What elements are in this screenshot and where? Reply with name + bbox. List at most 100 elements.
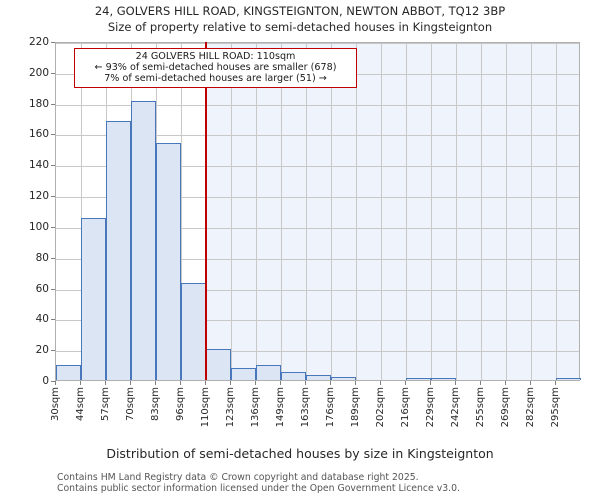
x-axis-title: Distribution of semi-detached houses by … — [106, 446, 494, 461]
plot-area — [55, 42, 581, 381]
y-axis-title: Number of semi-detached properties — [0, 155, 200, 367]
x-axis-tick-mark — [530, 381, 531, 385]
x-axis-tick-label: 163sqm — [300, 387, 311, 428]
histogram-bar — [556, 378, 581, 380]
histogram-bar — [281, 372, 306, 380]
annotation-line-1: 24 GOLVERS HILL ROAD: 110sqm — [135, 51, 296, 62]
y-axis-tick-label: 0 — [42, 375, 49, 387]
y-axis-tick-label: 220 — [28, 36, 49, 48]
gridline-vertical — [456, 43, 457, 380]
gridline-horizontal — [56, 135, 579, 137]
histogram-bar — [256, 364, 281, 380]
y-axis-tick-mark — [51, 134, 55, 136]
x-axis-tick-label: 96sqm — [175, 387, 186, 422]
x-axis-tick-label: 269sqm — [500, 387, 511, 428]
y-axis-tick-label: 40 — [35, 313, 49, 326]
x-axis-tick-label: 149sqm — [275, 387, 286, 428]
y-axis-tick-mark — [51, 103, 55, 105]
y-axis-tick-label: 160 — [28, 128, 49, 141]
gridline-vertical — [356, 43, 357, 380]
x-axis-tick-label: 295sqm — [550, 387, 561, 428]
x-axis-tick-mark — [555, 381, 556, 385]
x-axis-tick-label: 136sqm — [250, 387, 261, 428]
x-axis-tick-label: 30sqm — [50, 387, 61, 422]
x-axis-tick-mark — [155, 381, 156, 385]
x-axis-tick-label: 282sqm — [525, 387, 536, 428]
gridline-vertical — [556, 43, 557, 380]
histogram-bar — [156, 142, 181, 380]
y-axis-tick-label: 200 — [28, 66, 49, 79]
y-axis-tick-mark — [51, 196, 55, 198]
x-axis-tick-label: 83sqm — [150, 387, 161, 422]
y-axis-tick-label: 80 — [35, 251, 49, 264]
gridline-vertical — [506, 43, 507, 380]
gridline-horizontal — [56, 258, 579, 260]
histogram-bar — [81, 218, 106, 380]
x-axis-tick-label: 229sqm — [425, 387, 436, 428]
gridline-vertical — [231, 43, 232, 380]
gridline-horizontal — [56, 320, 579, 322]
histogram-bar — [131, 101, 156, 380]
y-axis-tick-mark — [51, 288, 55, 290]
histogram-bar — [206, 349, 231, 380]
property-size-marker-line — [205, 42, 207, 380]
x-axis-tick-label: 70sqm — [125, 387, 136, 422]
x-axis-tick-mark — [205, 381, 206, 385]
gridline-vertical — [256, 43, 257, 380]
histogram-bar — [181, 282, 206, 380]
gridline-vertical — [306, 43, 307, 380]
annotation-line-3: 7% of semi-detached houses are larger (5… — [104, 73, 327, 84]
y-axis-tick-mark — [51, 226, 55, 228]
x-axis-tick-label: 202sqm — [375, 387, 386, 428]
histogram-bar — [431, 378, 456, 380]
property-annotation-box: 24 GOLVERS HILL ROAD: 110sqm ← 93% of se… — [74, 48, 357, 88]
x-axis-tick-mark — [330, 381, 331, 385]
y-axis-tick-mark — [51, 42, 55, 43]
y-axis-tick-label: 180 — [28, 97, 49, 110]
page-title: 24, GOLVERS HILL ROAD, KINGSTEIGNTON, NE… — [94, 4, 506, 18]
gridline-vertical — [81, 43, 82, 380]
histogram-bar — [406, 378, 431, 380]
gridline-horizontal — [56, 227, 579, 229]
x-axis-tick-mark — [255, 381, 256, 385]
gridline-horizontal — [56, 351, 579, 353]
x-axis-tick-mark — [55, 381, 56, 385]
histogram-bar — [306, 375, 331, 380]
gridline-horizontal — [56, 197, 579, 199]
x-axis-tick-label: 123sqm — [225, 387, 236, 428]
gridline-vertical — [481, 43, 482, 380]
x-axis-tick-label: 44sqm — [75, 387, 86, 422]
gridline-vertical — [406, 43, 407, 380]
x-axis-tick-mark — [455, 381, 456, 385]
gridline-vertical — [331, 43, 332, 380]
histogram-bar — [231, 367, 256, 380]
x-axis-tick-mark — [480, 381, 481, 385]
y-axis-tick-mark — [51, 72, 55, 74]
larger-region-shading — [206, 43, 579, 380]
attribution-footer: Contains HM Land Registry data © Crown c… — [57, 472, 460, 494]
gridline-horizontal — [56, 289, 579, 291]
y-axis-tick-mark — [51, 350, 55, 352]
y-axis-tick-mark — [51, 165, 55, 167]
x-axis-tick-label: 57sqm — [100, 387, 111, 422]
footer-line-1: Contains HM Land Registry data © Crown c… — [57, 472, 419, 483]
x-axis-tick-mark — [355, 381, 356, 385]
x-axis-tick-label: 242sqm — [450, 387, 461, 428]
x-axis-tick-mark — [305, 381, 306, 385]
y-axis-tick-mark — [51, 381, 55, 382]
y-axis-tick-label: 140 — [28, 159, 49, 172]
y-axis-tick-label: 20 — [35, 344, 49, 357]
x-axis-tick-mark — [80, 381, 81, 385]
x-axis-tick-mark — [430, 381, 431, 385]
y-axis-tick-label: 120 — [28, 190, 49, 203]
gridline-vertical — [181, 43, 182, 380]
histogram-bar — [106, 121, 131, 380]
x-axis-tick-mark — [380, 381, 381, 385]
x-axis-tick-mark — [405, 381, 406, 385]
x-axis-tick-mark — [105, 381, 106, 385]
gridline-vertical — [431, 43, 432, 380]
gridline-vertical — [281, 43, 282, 380]
gridline-horizontal — [56, 166, 579, 168]
y-axis-tick-label: 100 — [28, 220, 49, 233]
page-subtitle: Size of property relative to semi-detach… — [107, 20, 493, 34]
